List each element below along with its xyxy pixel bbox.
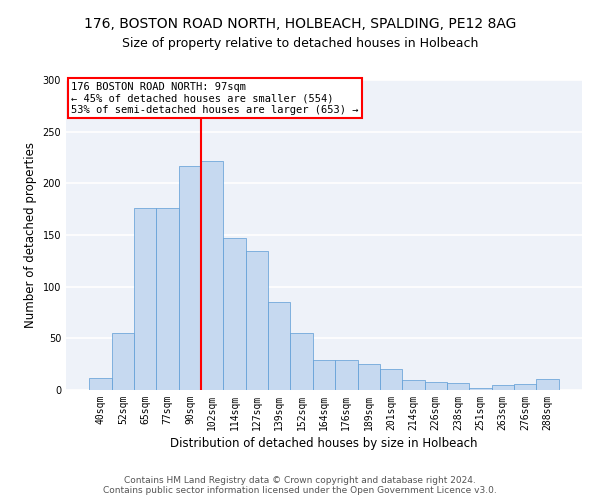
Bar <box>447 383 469 390</box>
Bar <box>514 384 536 390</box>
Bar <box>223 238 246 390</box>
Bar <box>402 380 425 390</box>
Text: Size of property relative to detached houses in Holbeach: Size of property relative to detached ho… <box>122 38 478 51</box>
Y-axis label: Number of detached properties: Number of detached properties <box>24 142 37 328</box>
Bar <box>179 166 201 390</box>
Text: Contains HM Land Registry data © Crown copyright and database right 2024.
Contai: Contains HM Land Registry data © Crown c… <box>103 476 497 495</box>
Bar <box>246 250 268 390</box>
Bar <box>425 382 447 390</box>
Text: 176, BOSTON ROAD NORTH, HOLBEACH, SPALDING, PE12 8AG: 176, BOSTON ROAD NORTH, HOLBEACH, SPALDI… <box>84 18 516 32</box>
Bar <box>268 302 290 390</box>
Bar <box>335 360 358 390</box>
Bar <box>201 160 223 390</box>
Bar <box>358 364 380 390</box>
Bar <box>157 208 179 390</box>
Bar <box>290 333 313 390</box>
Bar <box>536 378 559 390</box>
Bar <box>134 208 157 390</box>
Bar <box>112 333 134 390</box>
X-axis label: Distribution of detached houses by size in Holbeach: Distribution of detached houses by size … <box>170 437 478 450</box>
Text: 176 BOSTON ROAD NORTH: 97sqm
← 45% of detached houses are smaller (554)
53% of s: 176 BOSTON ROAD NORTH: 97sqm ← 45% of de… <box>71 82 359 115</box>
Bar <box>491 385 514 390</box>
Bar <box>313 360 335 390</box>
Bar <box>89 378 112 390</box>
Bar <box>469 388 491 390</box>
Bar <box>380 370 402 390</box>
